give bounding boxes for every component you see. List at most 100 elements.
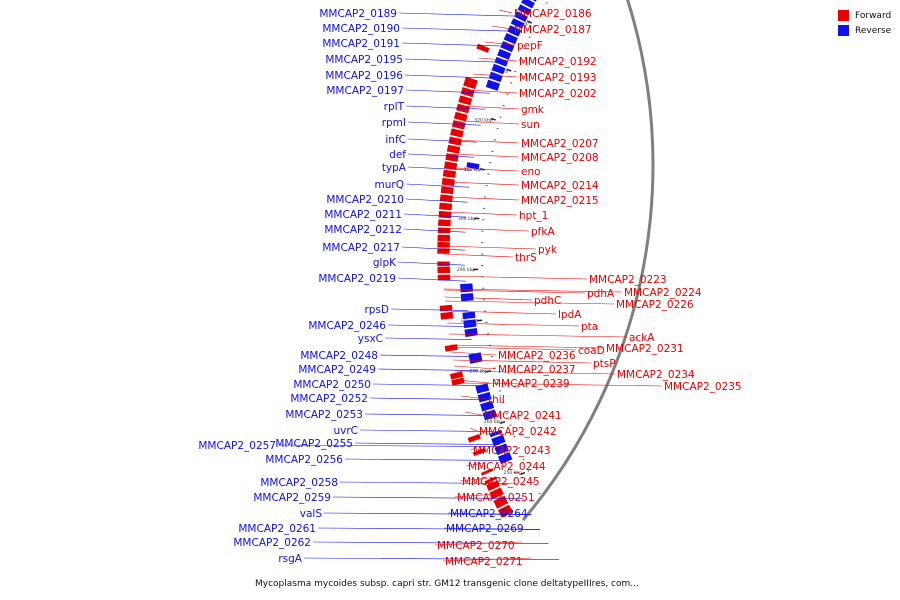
minor-tick (493, 367, 496, 369)
forward-leader-line (444, 289, 586, 294)
forward-leader-line (491, 25, 513, 30)
forward-leader-line (443, 288, 623, 293)
forward-leader-line (463, 105, 520, 110)
forward-gene-label: MMCAP2_0214 (521, 180, 599, 192)
reverse-gene (516, 3, 533, 17)
forward-gene (438, 304, 454, 313)
forward-leader-line (465, 411, 483, 416)
reverse-gene-label: infC (385, 134, 406, 146)
forward-leader-line (444, 300, 615, 305)
forward-gene (449, 127, 465, 139)
forward-gene-label: MMCAP2_0236 (498, 350, 576, 362)
forward-gene-label: MMCAP2_0223 (589, 274, 667, 286)
reverse-gene-label: MMCAP2_0217 (322, 242, 400, 254)
forward-leader-line (455, 370, 616, 375)
reverse-gene (531, 0, 538, 3)
forward-gene (439, 311, 455, 321)
reverse-leader-line (354, 442, 500, 445)
reverse-gene-label: MMCAP2_0212 (324, 224, 402, 236)
reverse-gene-label: MMCAP2_0210 (326, 194, 404, 206)
reverse-gene (513, 10, 529, 23)
forward-gene-label: MMCAP2_0241 (484, 410, 562, 422)
forward-gene-label: coaD (578, 345, 605, 357)
minor-tick (539, 13, 542, 16)
forward-gene (436, 265, 451, 274)
legend-label-reverse: Reverse (855, 25, 892, 36)
reverse-leader-line (404, 74, 495, 79)
major-tick (500, 420, 506, 425)
forward-gene (436, 260, 451, 267)
reverse-gene (463, 327, 479, 338)
forward-leader-line (484, 41, 516, 46)
reverse-leader-line (369, 397, 485, 400)
reverse-gene (506, 24, 523, 38)
reverse-leader-line (405, 183, 470, 188)
minor-tick (498, 390, 502, 392)
minor-tick (527, 469, 530, 472)
forward-gene-label: MMCAP2_0192 (519, 56, 597, 68)
forward-leader-line (454, 139, 520, 144)
forward-leader-line (447, 181, 520, 186)
forward-leader-line (467, 89, 518, 94)
minor-tick (522, 458, 525, 461)
forward-gene-label: gmk (521, 104, 545, 116)
forward-leader-line (451, 351, 497, 356)
forward-gene-label: eno (521, 166, 541, 178)
forward-gene (471, 447, 487, 457)
minor-tick (502, 401, 505, 404)
forward-leader-line (470, 427, 478, 432)
reverse-gene (493, 56, 509, 68)
forward-gene-label: MMCAP2_0186 (514, 8, 592, 20)
forward-leader-line (465, 462, 483, 467)
forward-gene (457, 94, 473, 107)
reverse-gene-label: MMCAP2_0258 (260, 477, 338, 489)
reverse-gene (490, 433, 507, 447)
reverse-leader-line (443, 527, 541, 530)
reverse-gene (493, 442, 510, 456)
reverse-gene-label: MMCAP2_0195 (325, 54, 403, 66)
minor-tick (506, 93, 509, 96)
reverse-gene-label: MMCAP2_0246 (308, 320, 386, 332)
forward-leader-line (457, 382, 663, 387)
reverse-leader-line (390, 308, 468, 311)
forward-leader-line (442, 557, 532, 562)
reverse-gene (461, 310, 477, 320)
forward-gene (436, 233, 451, 243)
reverse-gene (460, 292, 475, 303)
reverse-leader-line (405, 89, 490, 94)
minor-tick (514, 70, 517, 73)
minor-tick (545, 2, 548, 4)
minor-tick (528, 36, 531, 39)
reverse-leader-line (403, 228, 466, 233)
forward-leader-line (443, 227, 530, 232)
reverse-gene (476, 391, 493, 404)
forward-gene-label: MMCAP2_0271 (445, 556, 523, 568)
reverse-leader-line (398, 12, 521, 17)
forward-gene (485, 479, 501, 492)
reverse-gene (502, 32, 519, 46)
forward-leader-line (434, 541, 522, 546)
forward-leader-line (442, 253, 514, 258)
forward-gene-label: MMCAP2_0226 (616, 299, 694, 311)
minor-tick (538, 492, 541, 495)
legend: Forward Reverse (838, 8, 891, 38)
forward-leader-line (478, 57, 518, 62)
tick-label: 300 kbp (458, 216, 476, 222)
reverse-gene-label: rsgA (278, 553, 302, 565)
minor-tick (509, 424, 512, 426)
forward-gene-label: ackA (629, 332, 655, 344)
forward-gene (438, 201, 453, 211)
minor-tick (499, 116, 502, 118)
forward-gene-label: hpt_1 (519, 210, 548, 222)
minor-tick (523, 47, 526, 50)
forward-gene (437, 210, 453, 220)
forward-gene-label: MMCAP2_0231 (606, 343, 684, 355)
gene-labels: MMCAP2_0189 MMCAP2_0190 MMCAP2_0191 MMCAP2_… (198, 8, 741, 568)
forward-leader-line (472, 73, 518, 78)
reverse-gene-label: def (389, 149, 406, 161)
forward-gene (437, 218, 452, 228)
forward-leader-line (445, 310, 557, 315)
reverse-gene (479, 400, 495, 413)
reverse-gene (485, 78, 501, 92)
reverse-leader-line (359, 429, 495, 432)
